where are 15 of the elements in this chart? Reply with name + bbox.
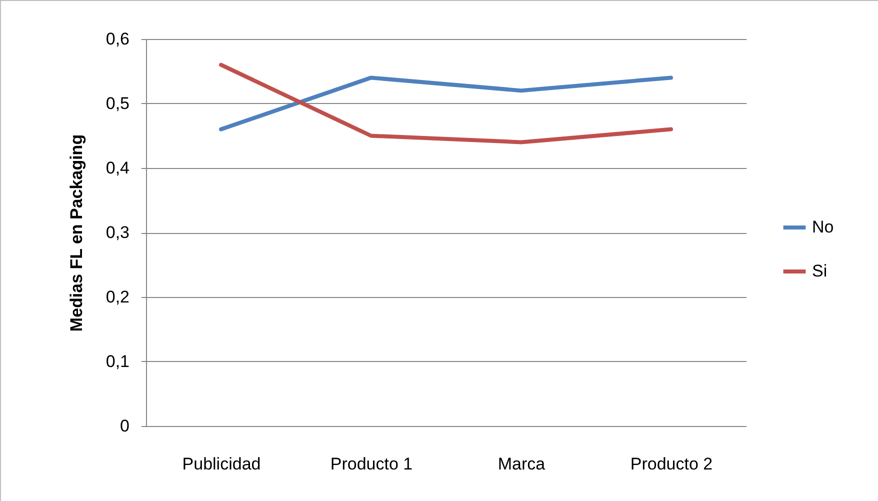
y-tick-label: 0,3 bbox=[106, 223, 130, 242]
line-series bbox=[219, 62, 673, 144]
x-tick-label: Producto 1 bbox=[330, 454, 413, 474]
x-tick-label: Marca bbox=[498, 454, 546, 474]
y-tick-label: 0,4 bbox=[106, 158, 130, 178]
y-tick-label: 0 bbox=[120, 416, 130, 436]
x-tick-label: Publicidad bbox=[182, 454, 261, 474]
x-tick-label: Producto 2 bbox=[630, 454, 713, 474]
y-tick-label: 0,6 bbox=[106, 30, 130, 48]
legend-label: No bbox=[812, 218, 834, 236]
y-axis-title: Medias FL en Packaging bbox=[66, 134, 86, 332]
y-tick-label: 0,1 bbox=[106, 352, 130, 371]
legend-label: Si bbox=[812, 262, 828, 280]
y-tick-label: 0,2 bbox=[106, 288, 130, 306]
y-tick-label: 0,5 bbox=[106, 94, 130, 113]
